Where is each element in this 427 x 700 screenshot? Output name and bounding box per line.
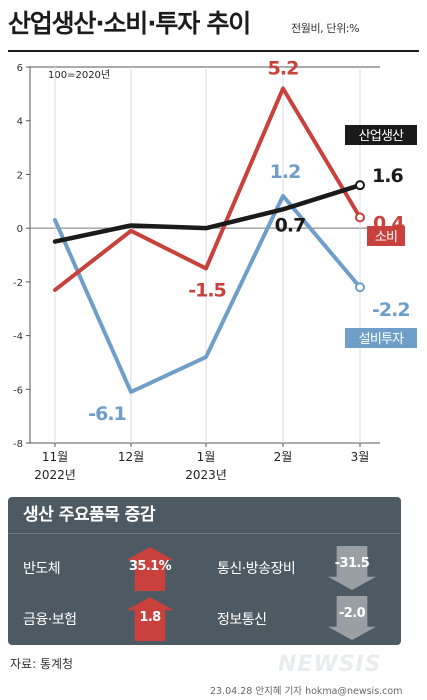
newsis-logo: NEWSIS [278, 652, 382, 677]
data-label-production-feb: 0.7 [275, 214, 306, 236]
series-tag-investment: 설비투자 [359, 332, 404, 347]
y-tick-label: 0 [17, 224, 23, 235]
x-tick-label: 2월 [274, 450, 293, 464]
y-tick-label: -6 [13, 385, 23, 396]
y-tick-label: -8 [13, 439, 23, 450]
item-label-telecom-equipment: 통신·방송장비 [217, 561, 296, 577]
series-tag-production-box [345, 125, 417, 145]
y-tick-label: -2 [13, 278, 23, 289]
y-tick-label: -4 [13, 332, 23, 343]
data-label-investment-mar: -2.2 [372, 299, 410, 321]
title-divider [8, 50, 419, 52]
year-label: 2022년 [34, 468, 76, 482]
series-tag-investment-box [345, 328, 417, 348]
data-label-consumption-jan: -1.5 [188, 279, 226, 301]
production-items-panel: 생산 주요품목 증감 반도체 35.1% 통신·방송장비 -31.5 금융·보험… [8, 497, 401, 645]
base-year-note: 100=2020년 [48, 69, 110, 81]
series-tag-consumption: 소비 [375, 230, 397, 245]
series-line-investment [53, 193, 362, 394]
series-end-marker [355, 282, 365, 293]
item-value-finance-insurance: 1.8 [139, 610, 161, 625]
x-tick-label: 3월 [351, 450, 370, 464]
item-label-information-communication: 정보통신 [217, 612, 267, 628]
x-tick-label: 12월 [118, 450, 144, 464]
data-label-investment-feb: 1.2 [270, 161, 301, 183]
y-tick-label: 2 [17, 170, 23, 181]
y-tick-label: 4 [17, 117, 23, 128]
chart-subtitle: 전월비, 단위:% [291, 22, 360, 35]
series-end-marker [355, 180, 365, 191]
line-chart: -8 -6 -4 -2 0 2 4 6 100=2020년 11월 12월 1월 2월 3월 2022년 20… [13, 57, 417, 482]
x-tick-label: 11월 [42, 450, 68, 464]
year-label: 2023년 [185, 468, 227, 482]
series-line-consumption [53, 86, 362, 292]
source-note: 자료: 통계청 [10, 657, 74, 671]
data-label-production-mar: 1.6 [372, 165, 403, 187]
item-value-semiconductor: 35.1% [128, 559, 172, 574]
item-label-semiconductor: 반도체 [23, 561, 61, 577]
item-value-telecom-equipment: -31.5 [334, 556, 370, 571]
y-tick-label: 6 [17, 63, 23, 74]
series-end-marker [355, 212, 365, 223]
credit-line: 23.04.28 안지혜 기자 hokma@newsis.com [210, 686, 403, 697]
series-line-production [52, 182, 363, 244]
data-label-consumption-feb: 5.2 [268, 57, 299, 79]
data-label-investment-dec: -6.1 [88, 403, 126, 425]
chart-title: 산업생산·소비·투자 추이 [8, 9, 251, 38]
item-label-finance-insurance: 금융·보험 [23, 612, 77, 628]
panel-title: 생산 주요품목 증감 [8, 497, 401, 534]
item-value-information-communication: -2.0 [338, 606, 366, 621]
x-tick-label: 1월 [197, 450, 216, 464]
series-tag-consumption-box [367, 226, 405, 246]
series-tag-production: 산업생산 [359, 129, 404, 144]
